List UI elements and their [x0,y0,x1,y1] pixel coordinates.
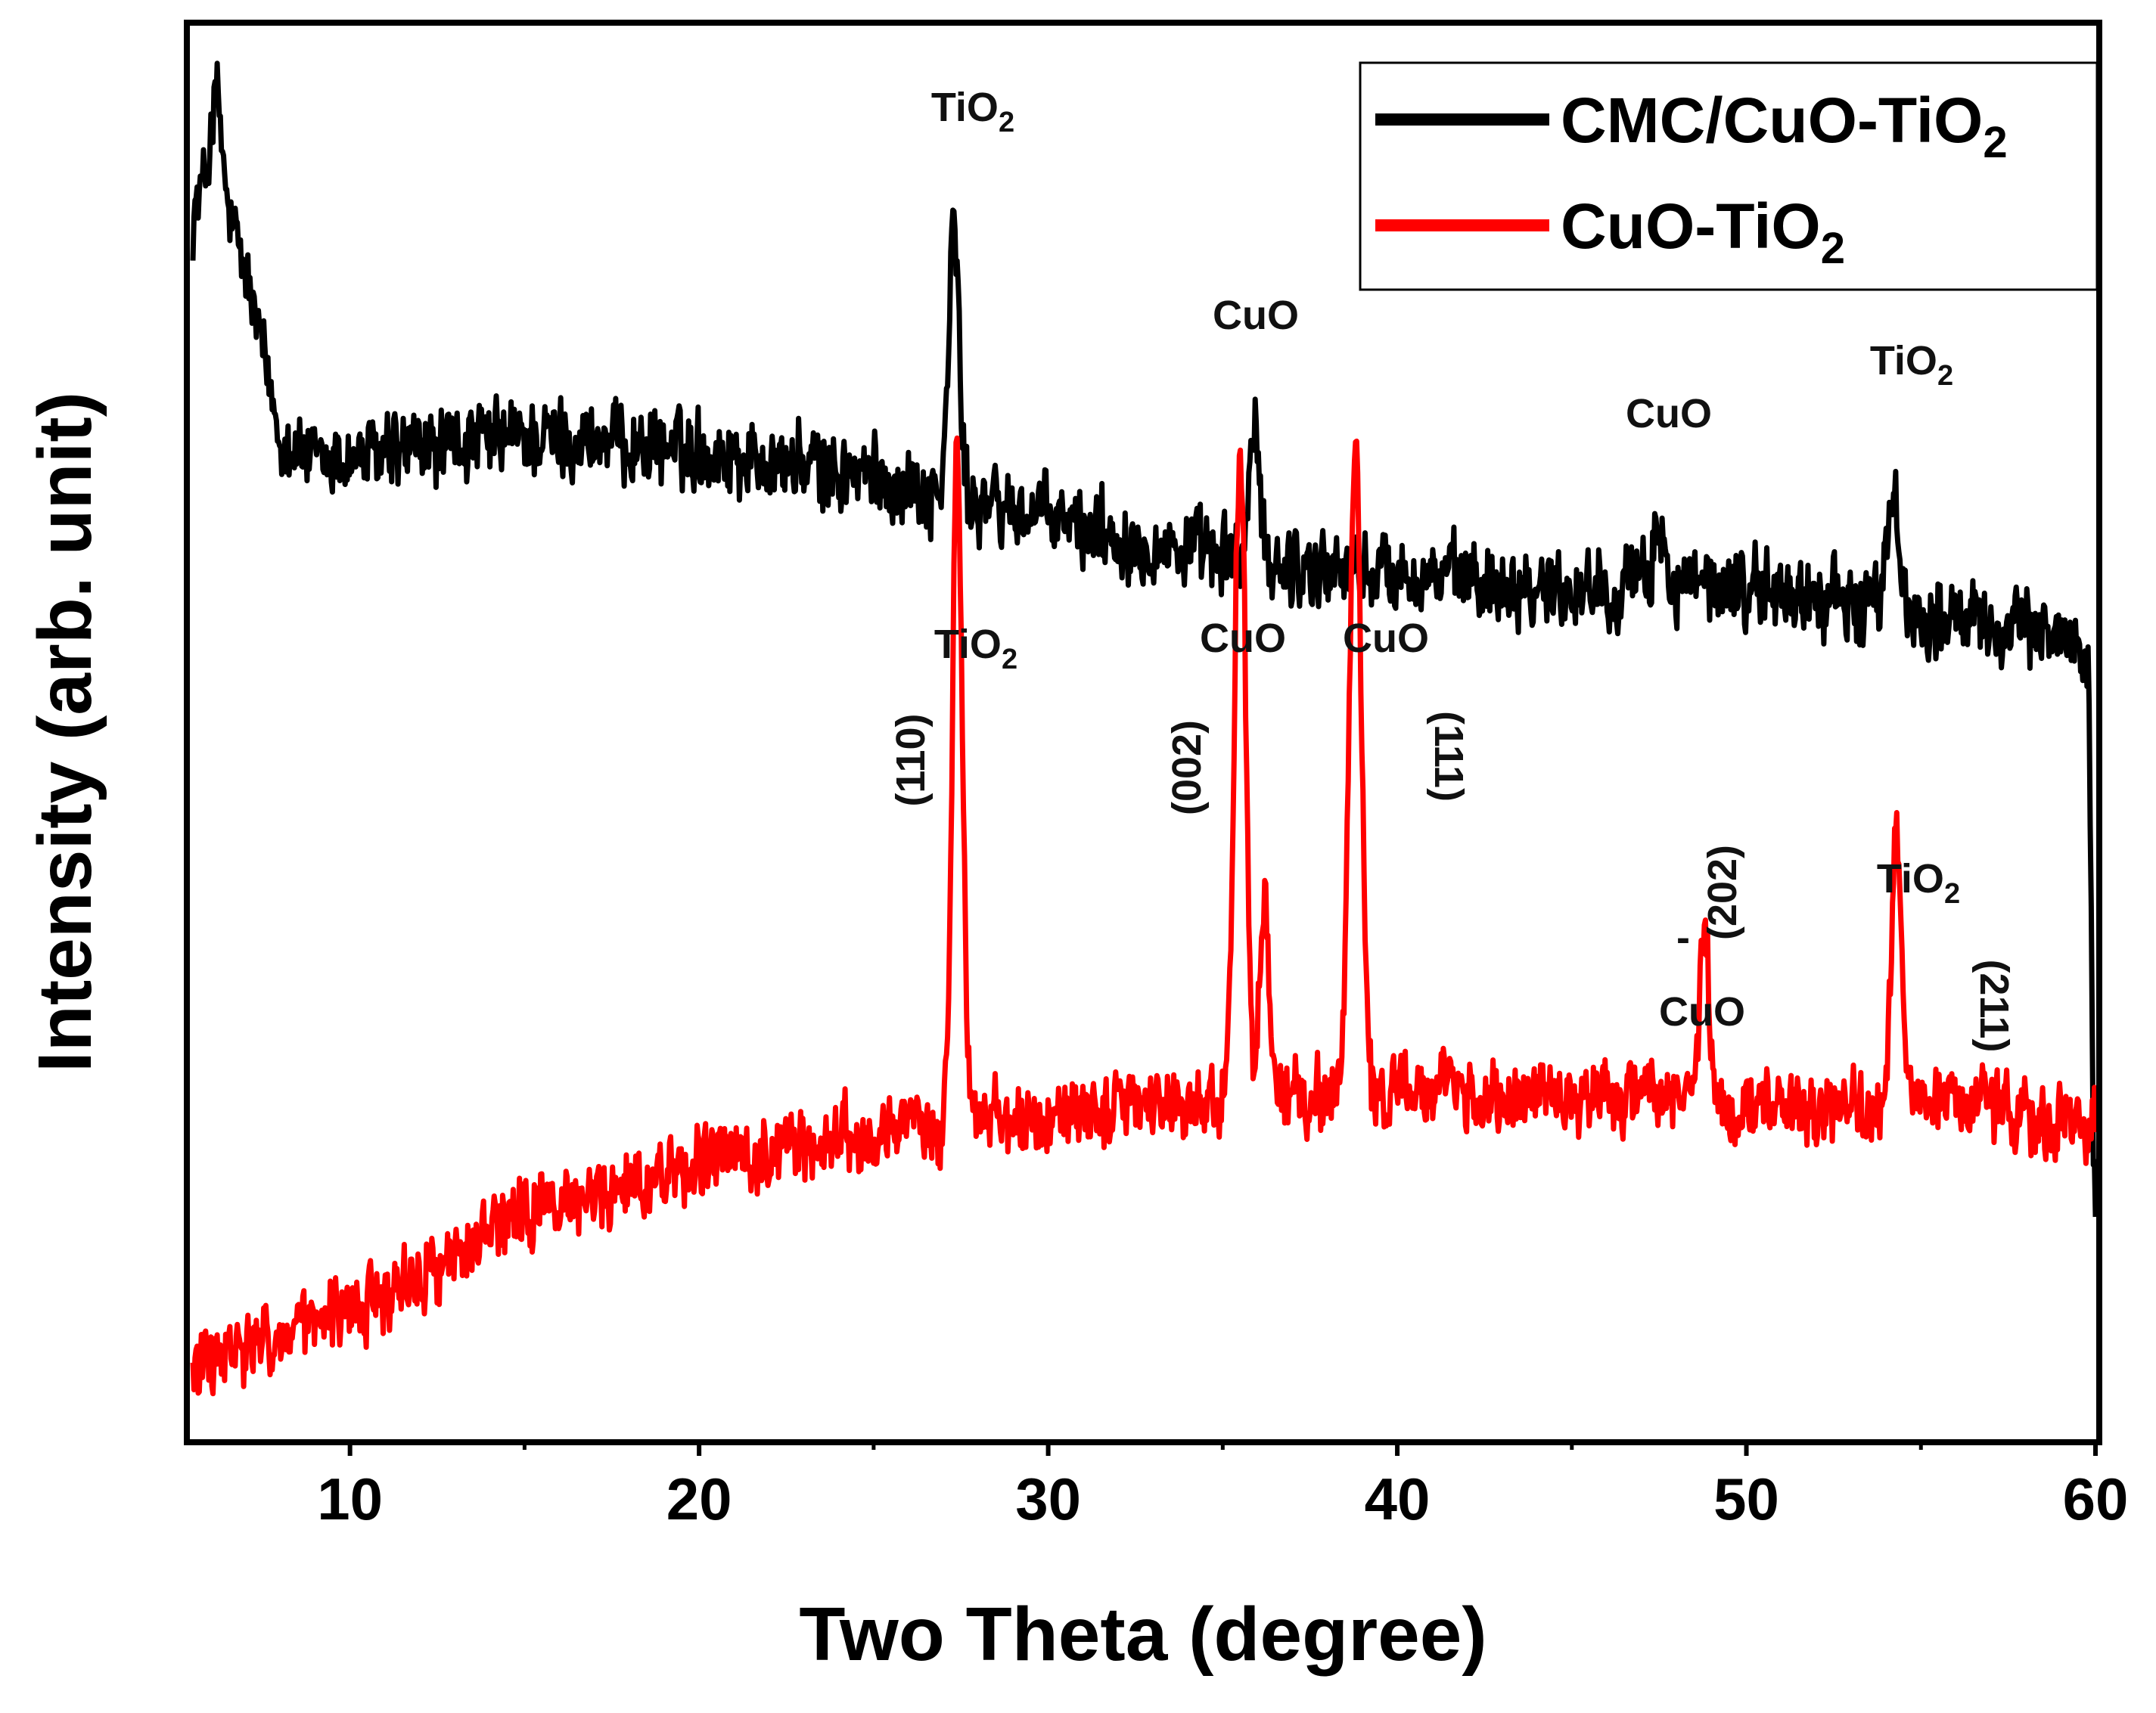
miller-index-211: (211) [1971,959,2017,1052]
peak-label-tio2-black-2: TiO2 [1870,338,1953,392]
peak-label-tio2-red-1: TiO2 [934,622,1017,675]
miller-index-111: (111) [1426,711,1471,802]
y-axis-title: Intensity (arb. unit) [23,392,107,1072]
miller-index-202: (202) [1700,845,1745,940]
peak-label-cuo-black-1: CuO [1213,293,1299,338]
peak-label-cuo-red-2: CuO [1343,616,1429,661]
peak-label-cuo-red-3: CuO [1659,989,1745,1035]
x-tick-label: 60 [2063,1466,2129,1532]
x-tick-label: 30 [1015,1466,1081,1532]
plot-frame [184,20,2102,1445]
legend-label-cuo-tio2: CuO-TiO2 [1561,191,1845,273]
series-line-cmc-cuo-tio2 [190,61,2099,1218]
x-tick-label: 20 [666,1466,732,1532]
legend-box [1359,61,2099,291]
miller-index-002: (002) [1164,720,1210,815]
peak-label-cuo-black-2: CuO [1626,391,1712,436]
peak-label-tio2-black-1: TiO2 [931,85,1014,138]
miller-index-110: (110) [888,713,934,806]
peak-label-cuo-red-1: CuO [1200,616,1286,661]
x-tick-label: 40 [1365,1466,1431,1532]
x-tick-label: 10 [317,1466,383,1532]
legend: CMC/CuO-TiO2 CuO-TiO2 [1359,61,2099,291]
x-axis-title: Two Theta (degree) [799,1592,1487,1677]
legend-label-cmc-cuo-tio2: CMC/CuO-TiO2 [1561,85,2008,167]
x-tick-label: 50 [1713,1466,1779,1532]
x-axis-ticks: 10 20 30 40 50 60 [317,1442,2128,1532]
peak-label-tio2-red-2: TiO2 [1877,856,1960,910]
miller-index-202-bar: - [1676,915,1690,960]
series-line-cuo-tio2 [190,435,2099,1397]
